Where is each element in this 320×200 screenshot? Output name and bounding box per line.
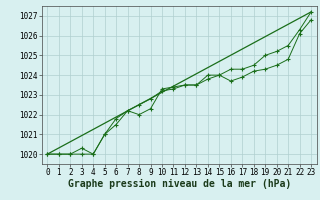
- X-axis label: Graphe pression niveau de la mer (hPa): Graphe pression niveau de la mer (hPa): [68, 179, 291, 189]
